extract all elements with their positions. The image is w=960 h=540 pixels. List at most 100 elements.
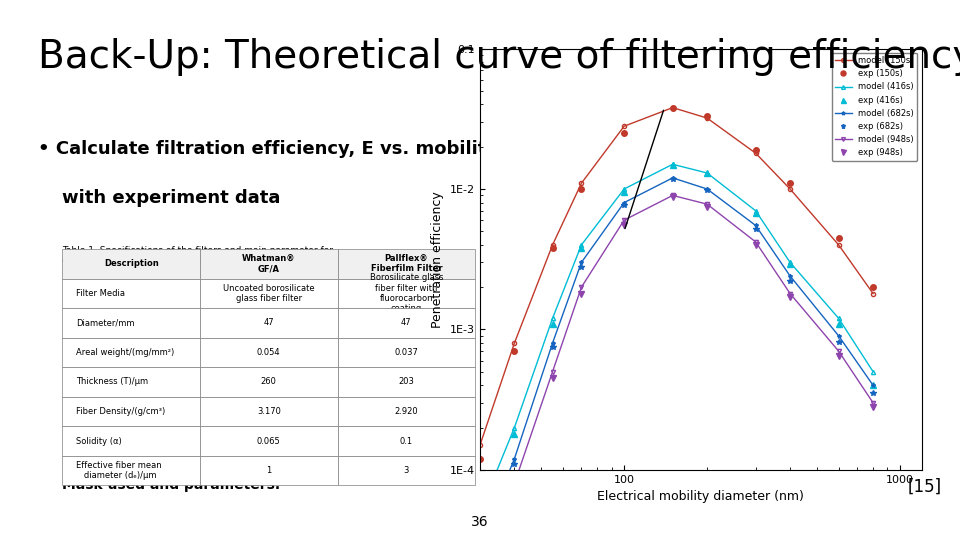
model (948s): [667, 192, 679, 199]
exp (948s): [576, 291, 588, 297]
exp (150s): [750, 147, 761, 153]
exp (150s): [576, 186, 588, 192]
exp (682s): [509, 461, 520, 467]
Legend: model (150s), exp (150s), model (416s), exp (416s), model (682s), exp (682s), mo: model (150s), exp (150s), model (416s), …: [831, 53, 918, 160]
Text: 36: 36: [471, 515, 489, 529]
exp (416s): [833, 320, 845, 327]
model (416s): [509, 424, 520, 431]
model (150s): [547, 241, 559, 248]
exp (416s): [750, 210, 761, 216]
Line: exp (948s): exp (948s): [477, 194, 876, 540]
exp (948s): [867, 404, 878, 410]
exp (948s): [547, 375, 559, 381]
exp (948s): [750, 241, 761, 248]
exp (150s): [667, 104, 679, 111]
Y-axis label: Penetration efficiency: Penetration efficiency: [431, 191, 444, 328]
exp (948s): [618, 222, 630, 229]
model (150s): [667, 104, 679, 111]
model (416s): [547, 315, 559, 321]
exp (150s): [474, 455, 486, 462]
exp (416s): [547, 320, 559, 327]
model (948s): [618, 217, 630, 224]
model (682s): [547, 340, 559, 346]
model (150s): [702, 115, 713, 122]
exp (150s): [702, 113, 713, 119]
model (682s): [750, 222, 761, 229]
model (150s): [833, 241, 845, 248]
model (682s): [784, 273, 796, 279]
exp (150s): [833, 234, 845, 241]
exp (682s): [784, 278, 796, 285]
model (150s): [618, 123, 630, 130]
exp (416s): [667, 162, 679, 168]
model (416s): [867, 368, 878, 375]
Line: exp (416s): exp (416s): [477, 163, 876, 529]
model (948s): [547, 368, 559, 375]
model (948s): [509, 480, 520, 487]
exp (948s): [784, 294, 796, 300]
exp (948s): [833, 353, 845, 359]
exp (682s): [833, 338, 845, 345]
exp (682s): [547, 343, 559, 350]
exp (416s): [474, 522, 486, 529]
Text: $d_p$: $d_p$: [571, 140, 592, 165]
exp (416s): [702, 170, 713, 176]
exp (416s): [867, 382, 878, 388]
exp (682s): [867, 390, 878, 397]
model (682s): [867, 382, 878, 388]
X-axis label: Electrical mobility diameter (nm): Electrical mobility diameter (nm): [597, 490, 804, 503]
exp (682s): [750, 226, 761, 232]
exp (948s): [702, 203, 713, 210]
model (416s): [474, 509, 486, 515]
model (948s): [702, 201, 713, 207]
model (682s): [667, 174, 679, 181]
model (416s): [667, 161, 679, 167]
exp (150s): [547, 245, 559, 251]
Text: Back-Up: Theoretical curve of filtering efficiency: Back-Up: Theoretical curve of filtering …: [38, 38, 960, 76]
exp (948s): [509, 488, 520, 495]
Text: • Calculate filtration efficiency, E vs. mobility diameter,: • Calculate filtration efficiency, E vs.…: [38, 140, 607, 158]
Line: model (416s): model (416s): [478, 162, 876, 514]
exp (150s): [509, 348, 520, 354]
exp (416s): [784, 261, 796, 268]
Text: [15]: [15]: [907, 478, 942, 496]
Text: and compare: and compare: [600, 140, 737, 158]
exp (416s): [509, 431, 520, 437]
exp (150s): [618, 130, 630, 137]
model (682s): [833, 333, 845, 339]
model (416s): [576, 241, 588, 248]
Line: model (948s): model (948s): [478, 193, 876, 540]
Text: with experiment data: with experiment data: [62, 189, 280, 207]
exp (948s): [667, 193, 679, 200]
exp (682s): [702, 187, 713, 193]
Line: exp (150s): exp (150s): [477, 105, 876, 462]
model (682s): [509, 455, 520, 462]
model (150s): [784, 186, 796, 192]
model (682s): [702, 186, 713, 192]
exp (150s): [867, 284, 878, 291]
model (416s): [750, 207, 761, 214]
model (416s): [702, 170, 713, 176]
model (682s): [618, 199, 630, 206]
exp (150s): [784, 180, 796, 186]
exp (682s): [618, 202, 630, 208]
exp (682s): [667, 176, 679, 182]
model (150s): [576, 180, 588, 186]
model (150s): [509, 340, 520, 346]
model (416s): [784, 259, 796, 266]
Text: Mask used and parameters.: Mask used and parameters.: [62, 478, 280, 492]
model (150s): [750, 150, 761, 157]
Line: model (150s): model (150s): [478, 105, 876, 447]
model (682s): [576, 259, 588, 266]
model (948s): [867, 400, 878, 406]
model (948s): [833, 348, 845, 354]
exp (682s): [576, 264, 588, 270]
exp (416s): [618, 189, 630, 195]
model (948s): [576, 284, 588, 291]
Line: model (682s): model (682s): [478, 176, 876, 540]
model (948s): [750, 239, 761, 245]
model (416s): [833, 315, 845, 321]
Text: Table 1. Specifications of the filters and main parameter for
calculating the fi: Table 1. Specifications of the filters a…: [62, 246, 333, 265]
exp (416s): [576, 245, 588, 251]
model (150s): [474, 442, 486, 448]
